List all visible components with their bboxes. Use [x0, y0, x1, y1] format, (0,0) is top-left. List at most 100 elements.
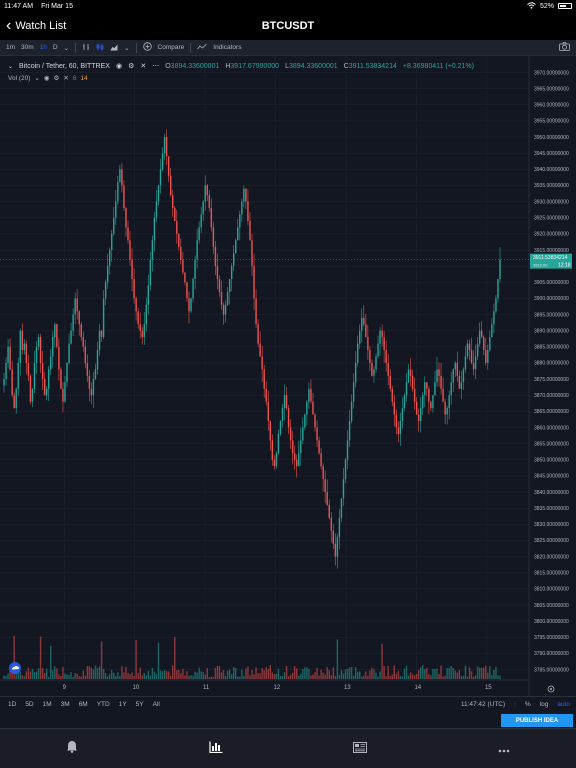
- candle-body: [188, 298, 190, 312]
- candle-body: [31, 388, 34, 402]
- candle-body: [174, 208, 176, 221]
- volume-bar: [200, 671, 202, 679]
- camera-icon[interactable]: [559, 42, 570, 53]
- candle-body: [383, 337, 385, 351]
- candle-body: [19, 330, 21, 363]
- price-tick-label: 3885.00000000: [534, 345, 569, 351]
- candle-body: [84, 346, 87, 363]
- settings-gear-icon[interactable]: [547, 685, 555, 693]
- volume-bar: [375, 672, 377, 679]
- volume-bar: [228, 669, 231, 679]
- range-5y[interactable]: 5Y: [135, 701, 144, 708]
- divider: [135, 42, 137, 53]
- volume-bar: [202, 671, 204, 679]
- log-toggle[interactable]: log: [539, 701, 549, 708]
- volume-bar: [90, 667, 93, 679]
- range-5d[interactable]: 5D: [25, 701, 34, 708]
- tab-news[interactable]: [340, 734, 380, 764]
- volume-bar: [499, 675, 501, 679]
- volume-bar: [208, 676, 211, 679]
- chevron-down-icon[interactable]: ⌄: [124, 44, 130, 52]
- battery-percent: 52%: [539, 2, 554, 10]
- volume-bar: [72, 676, 74, 679]
- volume-bar: [5, 676, 7, 679]
- volume-bar: [472, 676, 475, 679]
- volume-bar: [222, 670, 225, 679]
- volume-bar: [285, 666, 288, 679]
- compare-plus-icon[interactable]: [142, 42, 152, 53]
- tab-more[interactable]: [484, 734, 524, 764]
- volume-bar: [411, 674, 414, 679]
- publish-idea-button[interactable]: PUBLISH IDEA: [501, 714, 573, 727]
- volume-bar: [442, 676, 444, 679]
- volume-bar: [56, 668, 58, 679]
- compare-button[interactable]: Compare: [157, 44, 185, 51]
- candle-body: [230, 266, 233, 280]
- percent-toggle[interactable]: %: [524, 701, 531, 708]
- volume-bar: [255, 667, 257, 679]
- volume-bar: [9, 671, 11, 679]
- candle-body: [422, 395, 424, 409]
- indicators-button[interactable]: Indicators: [213, 44, 242, 51]
- price-tick-label: 3870.00000000: [534, 393, 569, 399]
- range-1m[interactable]: 1M: [42, 701, 52, 708]
- range-6m[interactable]: 6M: [78, 701, 88, 708]
- bar-style-icon[interactable]: [82, 43, 90, 53]
- range-1d[interactable]: 1D: [8, 701, 17, 708]
- price-tick-label: 3865.00000000: [534, 409, 569, 415]
- chevron-down-icon[interactable]: ⌄: [8, 63, 14, 70]
- volume-bar: [346, 668, 349, 679]
- price-tick-label: 3785.00000000: [534, 667, 569, 673]
- interval-30m[interactable]: 30m: [21, 44, 34, 51]
- candle-body: [340, 498, 343, 518]
- area-style-icon[interactable]: [110, 43, 118, 53]
- back-button[interactable]: ‹ Watch List: [0, 18, 66, 34]
- eye-icon[interactable]: ◉: [43, 75, 50, 82]
- candle-body: [438, 369, 440, 376]
- chevron-down-icon[interactable]: ⌄: [63, 44, 70, 52]
- candlestick-chart[interactable]: 3970.00000000 3965.00000000 3960.00000000 3…: [0, 56, 576, 696]
- candle-body: [275, 453, 278, 467]
- volume-bar: [409, 672, 412, 679]
- tab-alerts[interactable]: [52, 734, 92, 764]
- candle-body: [338, 517, 341, 538]
- dots-icon[interactable]: ⋯: [152, 63, 160, 70]
- price-tick-label: 3895.00000000: [534, 312, 569, 318]
- candle-style-icon[interactable]: [96, 43, 104, 53]
- time-tick-label: 15: [485, 685, 492, 691]
- interval-1m[interactable]: 1m: [6, 44, 16, 51]
- range-1y[interactable]: 1Y: [118, 701, 127, 708]
- volume-bar: [436, 668, 438, 679]
- interval-d[interactable]: D: [52, 44, 58, 51]
- volume-bar: [332, 667, 335, 679]
- candle-body: [446, 408, 448, 415]
- utc-time[interactable]: 11:47:42 (UTC): [460, 701, 506, 708]
- range-all[interactable]: All: [152, 701, 160, 708]
- close-icon[interactable]: ✕: [140, 63, 147, 70]
- chart-area[interactable]: 3970.00000000 3965.00000000 3960.00000000 3…: [0, 56, 576, 696]
- volume-bar: [253, 674, 255, 679]
- candle-body: [401, 408, 404, 422]
- interval-1h[interactable]: 1h: [39, 44, 47, 51]
- volume-bar: [452, 668, 454, 679]
- candle-body: [472, 362, 475, 370]
- candle-body: [281, 408, 284, 422]
- candle-body: [452, 369, 454, 383]
- indicators-icon[interactable]: [197, 43, 208, 53]
- candle-body: [139, 324, 141, 331]
- chevron-down-icon[interactable]: ⌄: [34, 75, 40, 82]
- settings-icon[interactable]: ⚙: [128, 63, 135, 70]
- range-3m[interactable]: 3M: [60, 701, 70, 708]
- tab-chart[interactable]: [196, 734, 236, 764]
- range-ytd[interactable]: YTD: [96, 701, 110, 708]
- settings-icon[interactable]: ⚙: [53, 75, 60, 82]
- volume-bar: [157, 642, 160, 679]
- ohlc-legend: ⌄ Bitcoin / Tether, 60, BITTREX ◉ ⚙ ✕ ⋯ …: [8, 62, 474, 71]
- eye-icon[interactable]: ◉: [115, 63, 123, 70]
- volume-bar: [131, 672, 133, 679]
- symbol-label: Bitcoin / Tether, 60, BITTREX: [19, 62, 110, 70]
- close-icon[interactable]: ✕: [63, 75, 69, 82]
- auto-toggle[interactable]: auto: [557, 701, 570, 708]
- candle-body: [257, 324, 259, 344]
- candle-body: [312, 401, 314, 415]
